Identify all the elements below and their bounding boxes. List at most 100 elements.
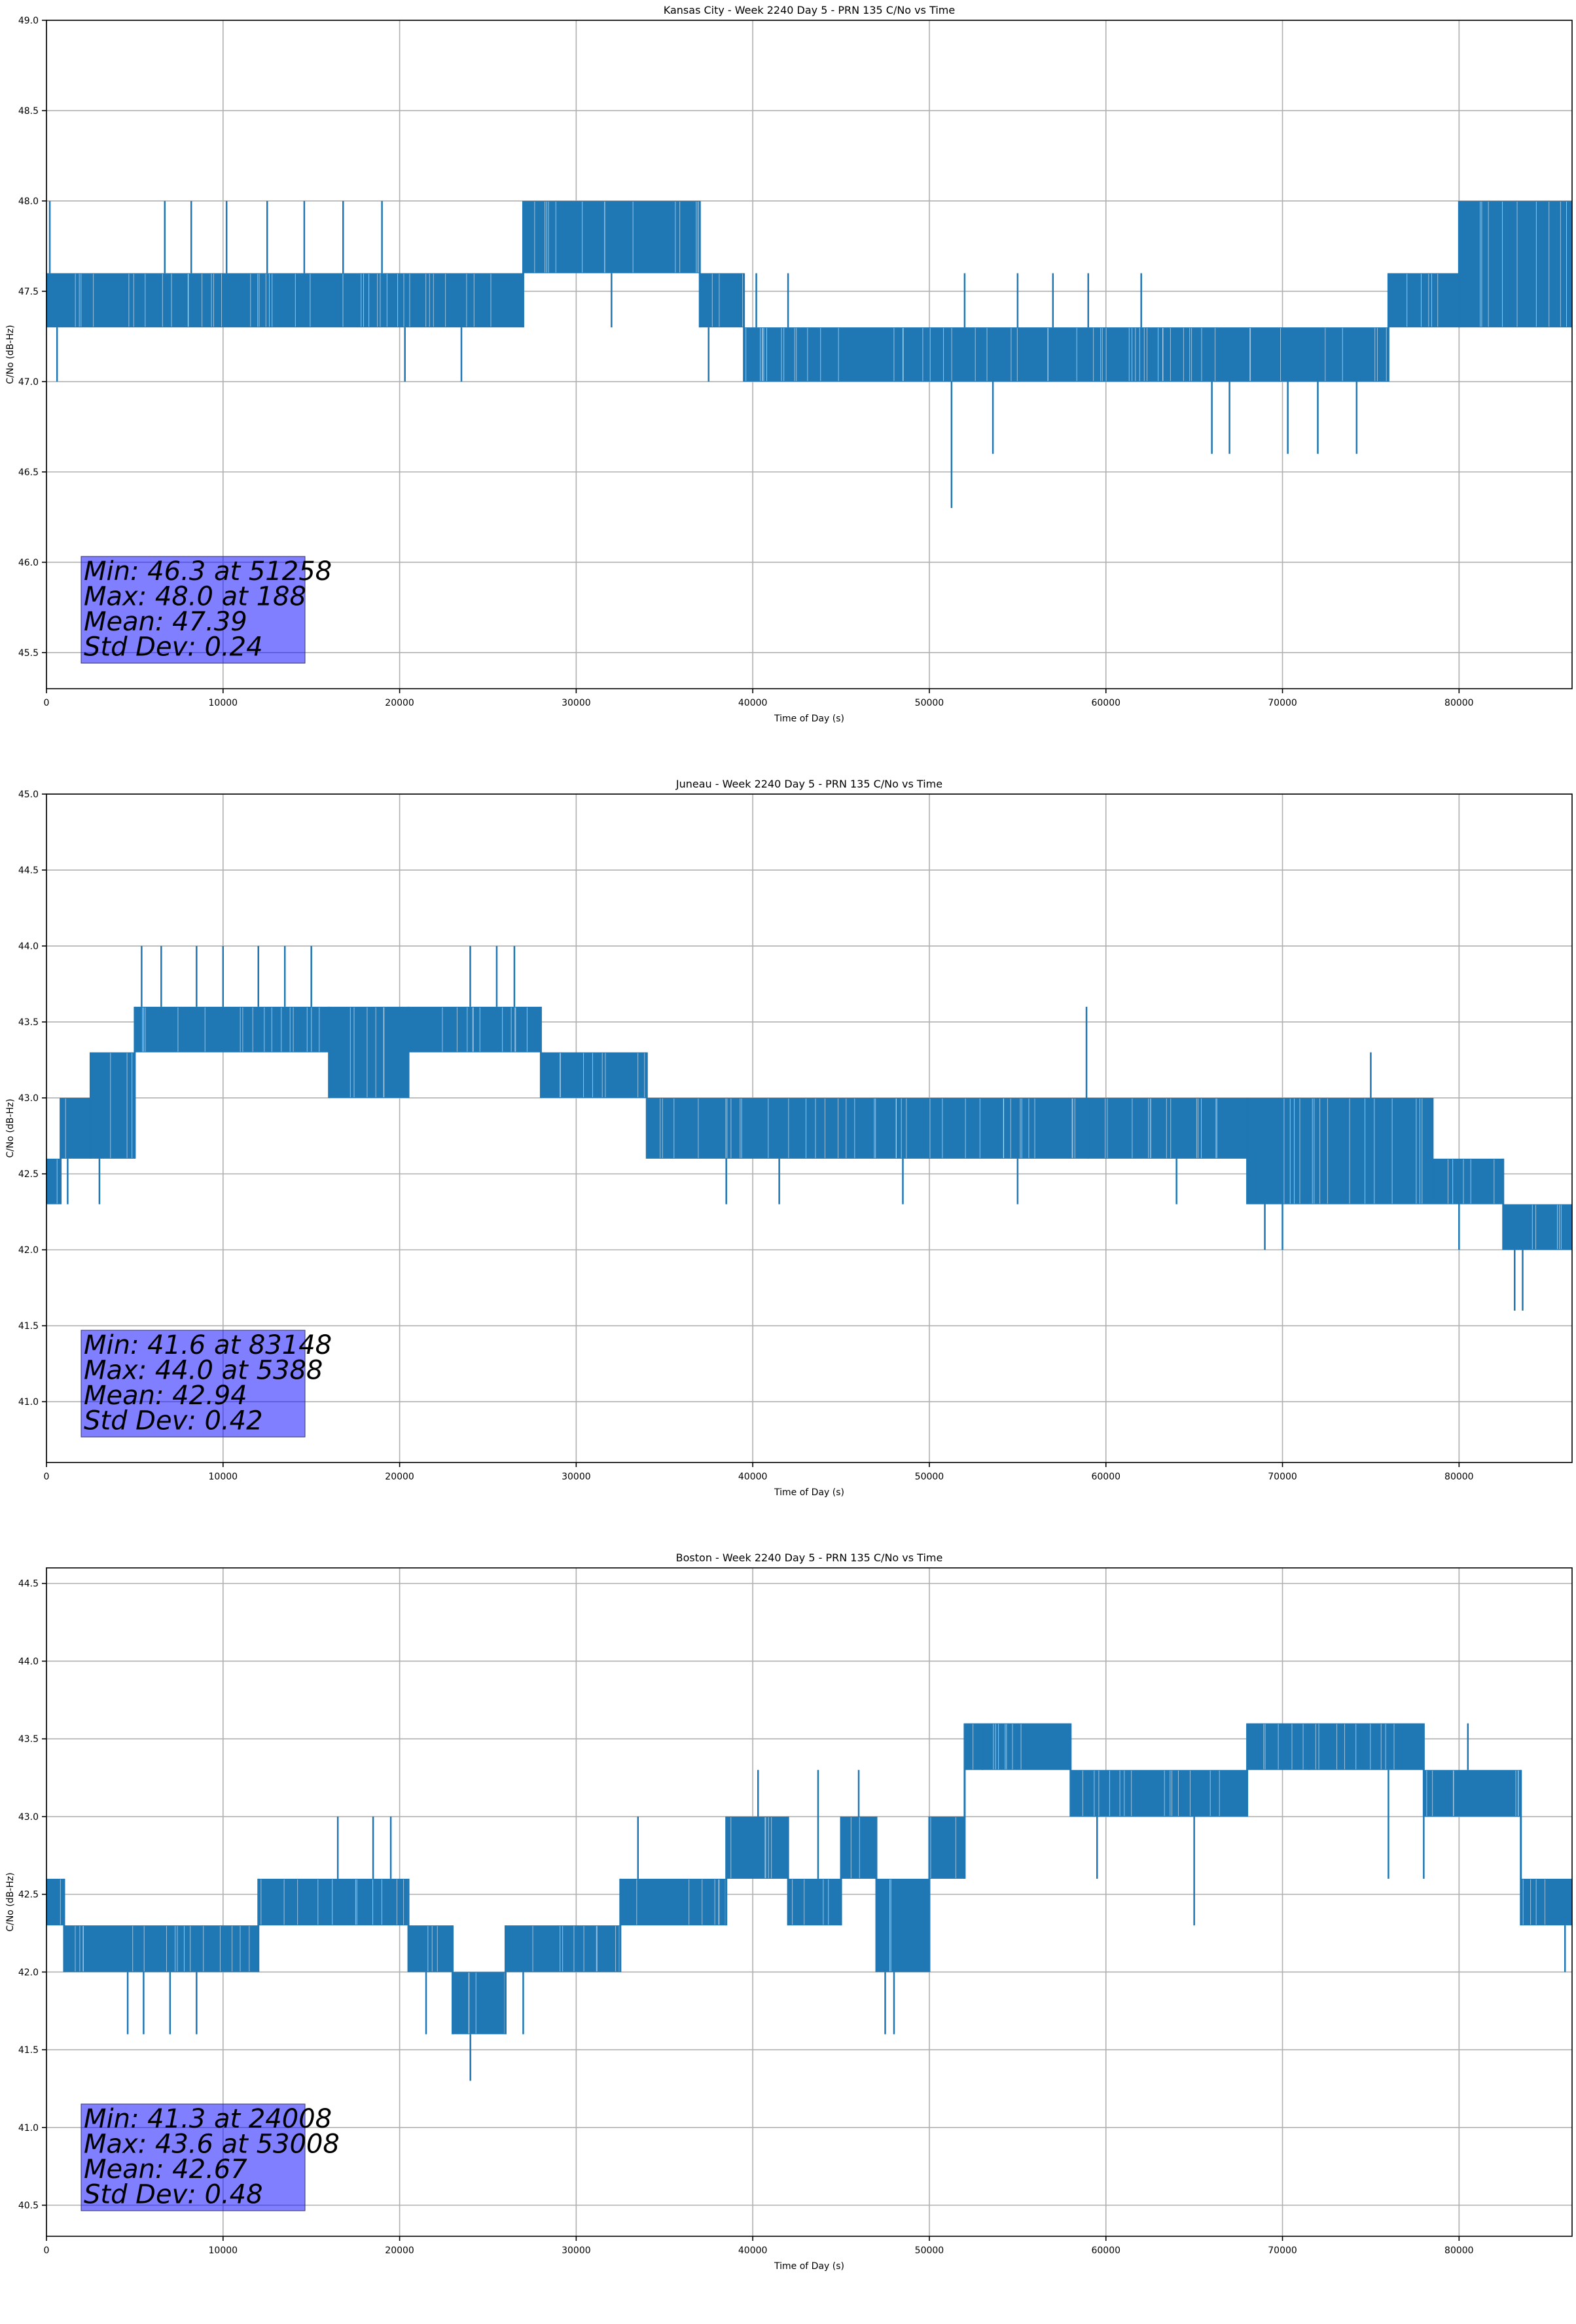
stats-box <box>81 2103 306 2211</box>
x-tick-label: 0 <box>44 1472 50 1482</box>
kansas-city-chart-panel: 0 10000 20000 30000 40000 50000 60000 70000 8000… <box>0 0 1576 774</box>
series-band <box>788 1878 842 1926</box>
y-tick-label: 46.0 <box>18 558 39 568</box>
x-tick-label: 50000 <box>915 2245 944 2256</box>
y-tick-label: 42.0 <box>18 1967 39 1978</box>
x-tick-label: 50000 <box>915 698 944 708</box>
series-band <box>1088 1098 1247 1159</box>
x-tick-label: 10000 <box>209 698 238 708</box>
stats-line: Max: 43.6 at 53008 <box>84 2130 340 2160</box>
y-tick-label: 44.5 <box>18 1579 39 1589</box>
y-tick-label: 40.5 <box>18 2201 39 2211</box>
x-tick-label: 60000 <box>1091 698 1120 708</box>
series-line <box>46 946 1572 1311</box>
series-band <box>647 1098 1088 1159</box>
series-band <box>700 273 744 328</box>
series-band <box>408 1925 453 1972</box>
x-tick-label: 40000 <box>738 698 768 708</box>
chart-svg: 0 10000 20000 30000 40000 50000 60000 70000 8000… <box>5 4 1573 724</box>
series-band <box>726 1816 789 1879</box>
stats-line: Max: 48.0 at 188 <box>84 582 306 612</box>
stats-line: Std Dev: 0.24 <box>84 632 263 663</box>
series-band <box>408 1006 541 1053</box>
x-axis-label: Time of Day (s) <box>774 714 844 724</box>
series-band <box>1247 1723 1424 1770</box>
y-tick-label: 41.0 <box>18 2123 39 2133</box>
series-band <box>60 1098 91 1159</box>
x-tick-label: 10000 <box>209 1472 238 1482</box>
stats-line: Std Dev: 0.48 <box>84 2180 263 2210</box>
series-band <box>46 1158 61 1205</box>
y-tick-label: 48.0 <box>18 196 39 207</box>
series-band <box>452 1972 506 2035</box>
stats-box <box>81 556 306 664</box>
series-band <box>90 1052 135 1159</box>
x-axis-label: Time of Day (s) <box>774 1487 844 1498</box>
x-tick-label: 60000 <box>1091 1472 1120 1482</box>
series-band <box>1070 1770 1247 1817</box>
series-band <box>46 273 524 328</box>
x-tick-label: 50000 <box>915 1472 944 1482</box>
y-tick-label: 47.0 <box>18 377 39 388</box>
series-band <box>841 1816 877 1879</box>
series-line <box>46 1723 1572 2081</box>
y-tick-label: 44.0 <box>18 1656 39 1667</box>
y-tick-label: 43.5 <box>18 1017 39 1028</box>
y-tick-label: 41.5 <box>18 1321 39 1332</box>
series-band <box>258 1878 409 1926</box>
series-band <box>1503 1204 1572 1250</box>
series-band <box>523 200 700 274</box>
y-axis-label: C/No (dB-Hz) <box>5 1872 16 1931</box>
chart-title: Boston - Week 2240 Day 5 - PRN 135 C/No … <box>676 1552 943 1564</box>
stats-line: Mean: 47.39 <box>84 607 247 637</box>
series-band <box>329 1006 409 1098</box>
series-band <box>1432 1158 1503 1205</box>
x-tick-label: 60000 <box>1091 2245 1120 2256</box>
axes-frame <box>46 1567 1573 2237</box>
x-tick-label: 30000 <box>562 2245 591 2256</box>
series-band <box>964 1723 1071 1770</box>
series-band <box>1388 273 1460 328</box>
y-tick-label: 44.5 <box>18 865 39 876</box>
series-band <box>63 1925 259 1972</box>
y-tick-label: 42.5 <box>18 1169 39 1180</box>
y-tick-label: 47.5 <box>18 287 39 297</box>
series-band <box>620 1878 726 1926</box>
x-tick-label: 20000 <box>385 698 414 708</box>
y-axis-label: C/No (dB-Hz) <box>5 1098 16 1157</box>
juneau-chart-panel: 0 10000 20000 30000 40000 50000 60000 70000 8000… <box>0 774 1576 1548</box>
chart-svg: 0 10000 20000 30000 40000 50000 60000 70000 8000… <box>5 778 1573 1498</box>
chart-svg: 0 10000 20000 30000 40000 50000 60000 70000 8000… <box>5 1552 1573 2272</box>
series-band <box>743 327 1389 382</box>
series-band <box>46 1878 64 1926</box>
y-tick-label: 41.5 <box>18 2045 39 2056</box>
chart-title: Kansas City - Week 2240 Day 5 - PRN 135 … <box>664 4 955 16</box>
y-tick-label: 44.0 <box>18 941 39 952</box>
y-tick-label: 43.0 <box>18 1093 39 1104</box>
x-tick-label: 70000 <box>1268 698 1297 708</box>
y-tick-label: 46.5 <box>18 467 39 478</box>
x-tick-label: 0 <box>44 2245 50 2256</box>
stats-line: Min: 41.3 at 24008 <box>84 2104 332 2134</box>
x-tick-label: 40000 <box>738 2245 768 2256</box>
x-tick-label: 80000 <box>1444 698 1474 708</box>
series-band <box>134 1006 329 1053</box>
series-band <box>1424 1770 1521 1817</box>
x-tick-label: 40000 <box>738 1472 768 1482</box>
stats-line: Min: 46.3 at 51258 <box>84 556 332 587</box>
y-tick-label: 45.5 <box>18 648 39 659</box>
series-band <box>541 1052 647 1098</box>
x-tick-label: 80000 <box>1444 2245 1474 2256</box>
stats-line: Mean: 42.67 <box>84 2154 247 2185</box>
series-band <box>929 1816 965 1879</box>
x-tick-label: 30000 <box>562 698 591 708</box>
series-band <box>876 1878 929 1972</box>
x-tick-label: 70000 <box>1268 1472 1297 1482</box>
stats-line: Max: 44.0 at 5388 <box>84 1356 323 1386</box>
y-axis-label: C/No (dB-Hz) <box>5 325 16 384</box>
y-tick-label: 48.5 <box>18 106 39 117</box>
series-band <box>1520 1878 1572 1926</box>
y-tick-label: 41.0 <box>18 1397 39 1407</box>
stats-line: Std Dev: 0.42 <box>84 1406 263 1436</box>
stats-box <box>81 1330 306 1438</box>
